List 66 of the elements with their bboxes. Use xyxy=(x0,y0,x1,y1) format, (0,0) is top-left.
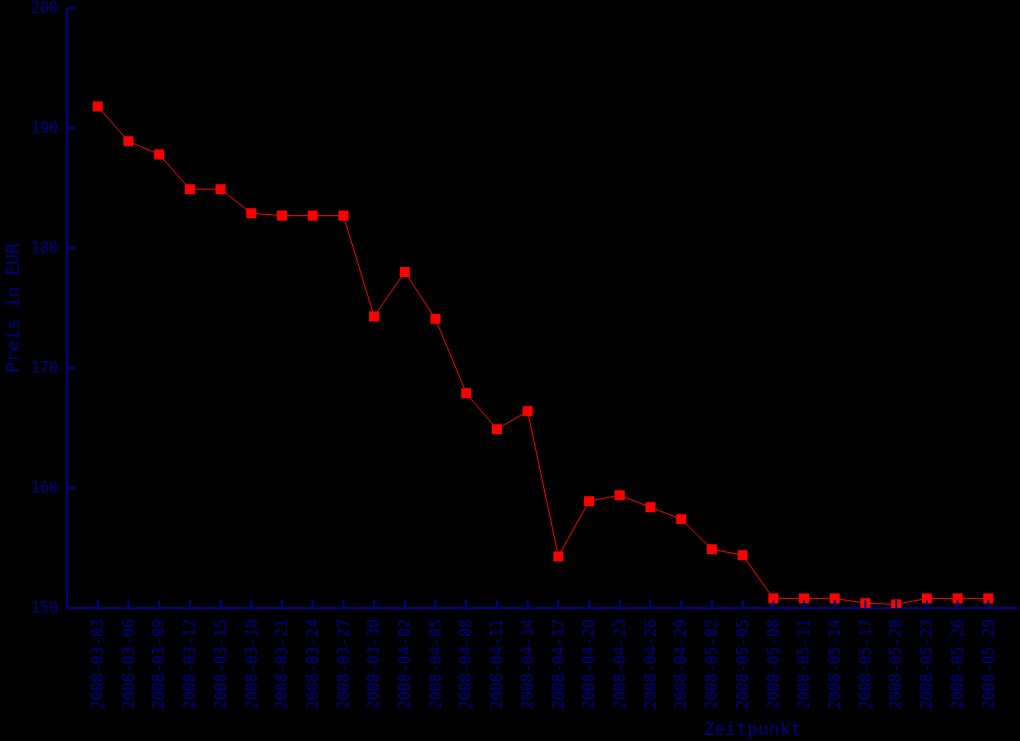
y-tick-label: 180 xyxy=(30,239,58,258)
point xyxy=(921,593,932,604)
x-tick-label: 2008-03-24 xyxy=(303,619,322,710)
x-tick-label: 2008-03-06 xyxy=(119,619,138,710)
point xyxy=(983,593,994,604)
x-tick-label: 2008-04-17 xyxy=(549,619,568,710)
x-tick-label: 2008-03-15 xyxy=(211,619,230,710)
x-tick-label: 2008-04-11 xyxy=(488,619,507,710)
point xyxy=(799,593,810,604)
x-axis-title: Zeitpunkt xyxy=(703,718,802,739)
point xyxy=(399,267,410,277)
y-tick-label: 190 xyxy=(30,119,58,138)
point xyxy=(645,502,656,513)
point xyxy=(246,208,257,219)
point xyxy=(92,101,103,112)
x-tick-label: 2008-04-29 xyxy=(672,619,691,710)
x-tick-label: 2008-03-12 xyxy=(181,619,200,710)
x-tick-label: 2008-05-11 xyxy=(795,619,814,710)
point xyxy=(461,388,472,399)
point xyxy=(276,210,287,221)
x-tick-label: 2008-05-14 xyxy=(825,619,844,710)
x-tick-label: 2008-03-18 xyxy=(242,619,261,710)
point xyxy=(369,311,380,322)
x-tick-label: 2008-05-29 xyxy=(979,619,998,710)
x-tick-label: 2008-05-02 xyxy=(703,619,722,710)
y-axis-title: Preis in EUR xyxy=(2,242,24,374)
y-tick-label: 170 xyxy=(30,359,58,378)
point xyxy=(491,424,502,435)
point xyxy=(123,136,134,147)
point xyxy=(338,210,349,221)
x-tick-label: 2008-05-08 xyxy=(764,619,783,710)
point xyxy=(614,490,625,501)
point xyxy=(553,551,564,562)
point xyxy=(522,406,533,417)
x-tick-label: 2008-03-03 xyxy=(88,619,107,710)
point xyxy=(706,544,717,555)
x-tick-label: 2008-05-05 xyxy=(733,619,752,710)
y-tick-label: 160 xyxy=(30,479,58,498)
point xyxy=(307,210,318,221)
point xyxy=(829,593,840,604)
x-tick-label: 2008-04-14 xyxy=(518,619,537,710)
point xyxy=(154,149,165,160)
x-tick-label: 2008-04-23 xyxy=(611,619,630,710)
x-tick-label: 2008-05-23 xyxy=(918,619,937,710)
x-tick-label: 2008-04-02 xyxy=(396,619,415,710)
point xyxy=(184,184,195,195)
x-tick-label: 2008-05-26 xyxy=(948,619,967,710)
y-tick-label: 200 xyxy=(30,0,58,18)
y-tick-label: 150 xyxy=(30,599,58,618)
x-tick-label: 2008-04-20 xyxy=(580,619,599,710)
point xyxy=(676,514,687,525)
point xyxy=(430,313,441,324)
x-tick-label: 2008-03-27 xyxy=(334,619,353,710)
point xyxy=(737,550,748,561)
x-tick-label: 2008-03-21 xyxy=(273,619,292,710)
point xyxy=(952,593,963,604)
x-tick-label: 2008-03-30 xyxy=(365,619,384,710)
x-tick-label: 2008-04-05 xyxy=(426,619,445,710)
point xyxy=(768,593,779,604)
x-tick-label: 2008-04-08 xyxy=(457,619,476,710)
x-tick-label: 2008-04-26 xyxy=(641,619,660,710)
point xyxy=(584,496,595,507)
point xyxy=(215,184,226,195)
x-tick-label: 2008-03-09 xyxy=(150,619,169,710)
x-tick-label: 2008-05-20 xyxy=(887,619,906,710)
x-tick-label: 2008-05-17 xyxy=(856,619,875,710)
